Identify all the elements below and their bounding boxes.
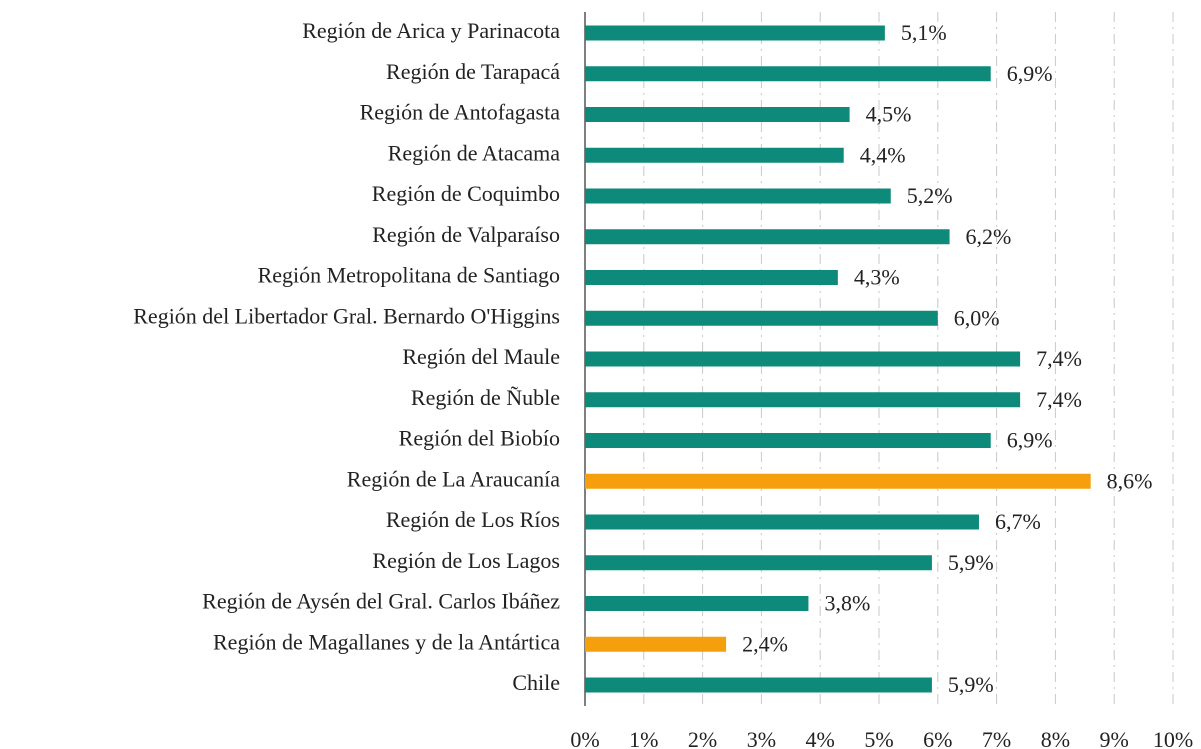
- x-tick-label: 5%: [864, 727, 893, 749]
- bar: [585, 229, 950, 245]
- y-tick-label: Región de Coquimbo: [372, 181, 560, 206]
- data-label: 6,0%: [954, 305, 1000, 330]
- bar: [585, 270, 838, 285]
- data-label: 3,8%: [824, 591, 870, 616]
- bar: [585, 107, 850, 122]
- x-tick-label: 7%: [982, 727, 1011, 749]
- y-tick-label: Región de Magallanes y de la Antártica: [213, 629, 560, 654]
- x-tick-label: 2%: [688, 727, 717, 749]
- bar: [585, 433, 991, 448]
- y-tick-label: Región de Tarapacá: [386, 59, 560, 84]
- bar: [585, 147, 844, 163]
- x-tick-label: 6%: [923, 727, 952, 749]
- y-tick-label: Región de Arica y Parinacota: [302, 18, 560, 43]
- y-tick-label: Región de Ñuble: [411, 385, 560, 410]
- data-label: 5,9%: [948, 550, 994, 575]
- data-label: 2,4%: [742, 631, 788, 656]
- bar: [585, 677, 932, 693]
- y-tick-label: Región de Los Ríos: [386, 507, 560, 532]
- y-tick-label: Región de Aysén del Gral. Carlos Ibáñez: [202, 589, 560, 614]
- y-tick-label: Región del Biobío: [399, 426, 560, 451]
- bar: [585, 188, 891, 204]
- bar: [585, 310, 938, 326]
- data-label: 5,2%: [907, 183, 953, 208]
- x-tick-label: 1%: [629, 727, 658, 749]
- y-tick-label: Región Metropolitana de Santiago: [258, 263, 560, 288]
- x-tick-label: 10%: [1153, 727, 1193, 749]
- bar: [585, 66, 991, 82]
- y-tick-label: Región de La Araucanía: [347, 466, 560, 491]
- y-tick-label: Chile: [512, 670, 560, 695]
- x-tick-label: 4%: [806, 727, 835, 749]
- y-tick-label: Región del Maule: [402, 344, 560, 369]
- data-label: 4,4%: [860, 142, 906, 167]
- data-label: 6,7%: [995, 509, 1041, 534]
- bar: [585, 514, 979, 530]
- x-tick-label: 8%: [1041, 727, 1070, 749]
- data-label: 4,3%: [854, 265, 900, 290]
- data-label: 5,1%: [901, 20, 947, 45]
- bar: [585, 392, 1021, 408]
- data-label: 7,4%: [1036, 346, 1082, 371]
- y-tick-label: Región de Los Lagos: [372, 548, 560, 573]
- y-tick-label: Región de Atacama: [388, 140, 561, 165]
- data-label: 8,6%: [1107, 468, 1153, 493]
- bar: [585, 351, 1021, 367]
- data-label: 4,5%: [866, 102, 912, 127]
- bar: [585, 596, 809, 611]
- x-tick-label: 9%: [1100, 727, 1129, 749]
- x-tick-label: 3%: [747, 727, 776, 749]
- bar: [585, 25, 885, 41]
- y-tick-label: Región de Valparaíso: [372, 222, 560, 247]
- bar: [585, 636, 727, 652]
- x-tick-label: 0%: [570, 727, 599, 749]
- y-tick-label: Región del Libertador Gral. Bernardo O'H…: [133, 303, 560, 328]
- bar: [585, 473, 1091, 489]
- data-label: 5,9%: [948, 672, 994, 697]
- bar: [585, 555, 932, 571]
- data-label: 7,4%: [1036, 387, 1082, 412]
- data-label: 6,9%: [1007, 61, 1053, 86]
- data-label: 6,2%: [966, 224, 1012, 249]
- data-label: 6,9%: [1007, 428, 1053, 453]
- y-tick-label: Región de Antofagasta: [360, 100, 561, 125]
